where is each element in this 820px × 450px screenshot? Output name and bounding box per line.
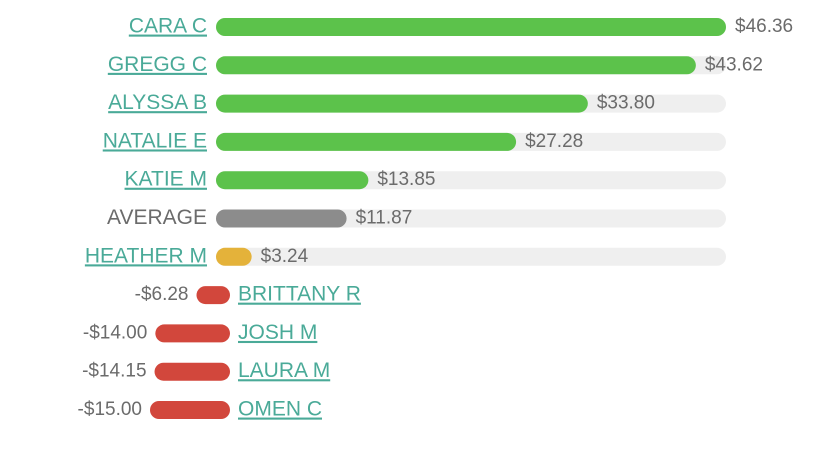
name-label[interactable]: OMEN C: [238, 398, 322, 421]
name-label[interactable]: JOSH M: [238, 321, 317, 344]
bar: [216, 94, 588, 113]
value-label: $33.80: [597, 93, 655, 114]
bar: [216, 132, 517, 151]
value-label: $13.85: [377, 169, 435, 190]
bar: [150, 401, 230, 419]
value-label: -$6.28: [135, 284, 189, 305]
value-label: $43.62: [705, 54, 763, 75]
name-label[interactable]: GREGG C: [108, 53, 207, 76]
bar: [216, 209, 347, 228]
name-label[interactable]: KATIE M: [125, 168, 207, 191]
value-label: $27.28: [525, 131, 583, 152]
name-label[interactable]: HEATHER M: [85, 244, 207, 267]
value-label: -$14.00: [83, 322, 147, 343]
name-label[interactable]: ALYSSA B: [108, 91, 207, 114]
name-label[interactable]: LAURA M: [238, 359, 330, 382]
bar: [155, 324, 230, 343]
bar: [216, 56, 696, 75]
value-label: $3.24: [261, 246, 309, 267]
bar-track: [216, 247, 726, 266]
bar: [196, 286, 230, 305]
value-label: -$15.00: [78, 399, 142, 420]
name-label[interactable]: CARA C: [129, 15, 207, 38]
bar: [216, 18, 726, 36]
bar: [154, 362, 230, 381]
bar: [216, 247, 252, 266]
value-label: $11.87: [356, 208, 413, 229]
name-label[interactable]: NATALIE E: [103, 129, 207, 152]
name-label: AVERAGE: [107, 206, 207, 229]
value-label: $46.36: [735, 16, 793, 37]
name-label[interactable]: BRITTANY R: [238, 283, 361, 306]
value-label: -$14.15: [82, 361, 146, 382]
bar: [216, 171, 369, 190]
